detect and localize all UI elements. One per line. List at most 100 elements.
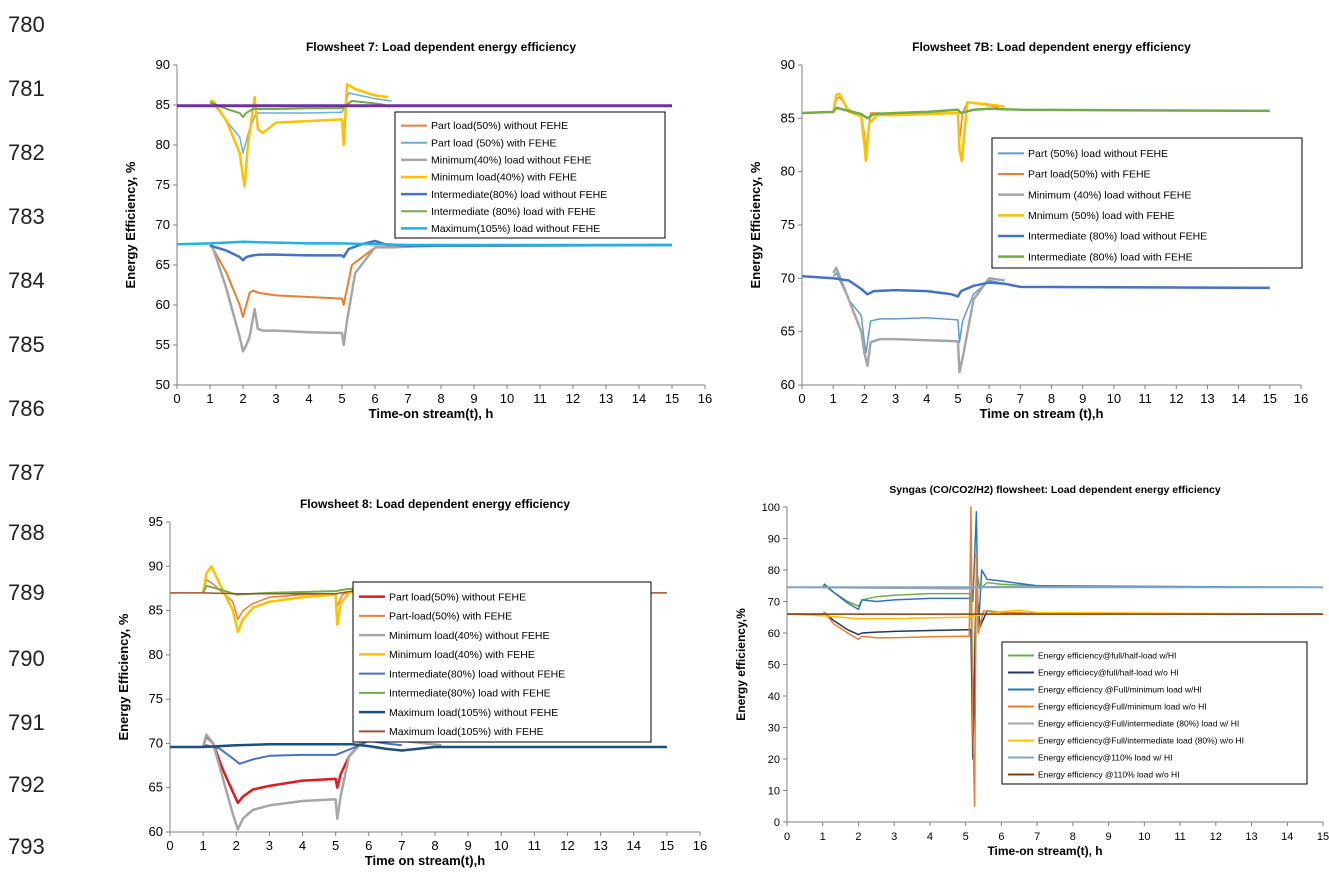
x-axis-label: Time-on stream(t), h [987, 844, 1102, 858]
y-tick-label: 90 [149, 558, 163, 573]
legend-entry: Energy efficiency@Full/minimum load w/o … [1038, 701, 1207, 711]
x-tick-label: 14 [627, 838, 641, 853]
x-tick-label: 7 [404, 391, 411, 406]
x-axis-label: Time on stream(t),h [365, 853, 485, 868]
x-tick-label: 7 [1017, 391, 1024, 406]
x-tick-label: 8 [431, 838, 438, 853]
x-tick-label: 1 [830, 391, 837, 406]
line-number: 783 [8, 204, 45, 229]
x-tick-label: 14 [632, 391, 646, 406]
legend-entry: Energy efficiency @110% load w/o HI [1038, 769, 1180, 779]
legend-entry: Minimum(40%) load without FEHE [431, 155, 591, 167]
legend-entry: Energy efficiecy@full/half-load w/o HI [1038, 667, 1179, 677]
legend-entry: Energy efficiency@Full/intermediate load… [1038, 735, 1244, 745]
legend-entry: Mnimum (50%) load with FEHE [1028, 210, 1174, 222]
series-line-part-50-load-without-fehe [832, 272, 1005, 354]
line-number: 781 [8, 76, 45, 101]
x-tick-label: 15 [660, 838, 674, 853]
x-tick-label: 0 [166, 838, 173, 853]
x-tick-label: 1 [206, 391, 213, 406]
legend-entry: Intermediate (80%) load with FEHE [431, 206, 596, 218]
x-tick-label: 13 [1245, 831, 1257, 843]
series-line-minimum-load-40-with-fehe [210, 82, 389, 188]
legend-entry: Part load(50%) without FEHE [389, 591, 526, 603]
line-number: 790 [8, 646, 45, 671]
x-tick-label: 12 [560, 838, 574, 853]
x-tick-label: 13 [599, 391, 613, 406]
x-tick-label: 6 [365, 838, 372, 853]
legend-entry: Energy efficiency @Full/minimum load w/H… [1038, 684, 1202, 694]
y-tick-label: 95 [149, 514, 163, 529]
legend-box [352, 581, 652, 743]
y-tick-label: 65 [781, 324, 795, 339]
x-tick-label: 5 [332, 838, 339, 853]
legend-box [991, 137, 1303, 269]
series-line-minimum-40-load-without-fehe [832, 266, 1005, 374]
legend-entry: Minimum load(40%) without FEHE [389, 630, 549, 642]
y-tick-label: 75 [156, 177, 170, 192]
legend-entry: Maximum load(105%) with FEHE [389, 726, 544, 738]
legend-box [1001, 641, 1308, 785]
x-tick-label: 4 [927, 831, 933, 843]
y-tick-label: 80 [149, 647, 163, 662]
x-tick-label: 0 [784, 831, 790, 843]
x-tick-label: 4 [299, 838, 306, 853]
x-tick-label: 6 [371, 391, 378, 406]
line-number: 788 [8, 520, 45, 545]
chart-title: Flowsheet 7B: Load dependent energy effi… [912, 40, 1191, 54]
y-tick-label: 60 [781, 377, 795, 392]
x-tick-label: 3 [272, 391, 279, 406]
legend-entry: Intermediate (80%) load with FEHE [1028, 251, 1193, 263]
x-tick-label: 12 [1169, 391, 1183, 406]
chart-title: Syngas (CO/CO2/H2) flowsheet: Load depen… [889, 484, 1221, 496]
line-number: 785 [8, 332, 45, 357]
x-tick-label: 5 [338, 391, 345, 406]
legend-entry: Energy efficiency@full/half-load w/HI [1038, 650, 1176, 660]
x-tick-label: 9 [465, 838, 472, 853]
y-tick-label: 85 [156, 97, 170, 112]
line-number: 786 [8, 396, 45, 421]
y-tick-label: 75 [149, 691, 163, 706]
x-axis-label: Time on stream (t),h [979, 406, 1103, 421]
series-line-intermediate-80-load-with-fehe [802, 106, 1270, 120]
x-tick-label: 1 [200, 838, 207, 853]
y-tick-label: 65 [149, 780, 163, 795]
x-tick-label: 2 [233, 838, 240, 853]
legend-entry: Energy efficiency@110% load w/ HI [1038, 752, 1172, 762]
series-line-intermediate-80-load-with-fehe [209, 100, 386, 118]
x-tick-label: 10 [494, 838, 508, 853]
x-tick-label: 5 [963, 831, 969, 843]
x-tick-label: 13 [593, 838, 607, 853]
legend-entry: Minimum load(40%) with FEHE [389, 649, 535, 661]
x-tick-label: 15 [1317, 831, 1329, 843]
legend-entry: Part load(50%) with FEHE [1028, 169, 1151, 181]
flowsheet-7-chart: Flowsheet 7: Load dependent energy effic… [123, 40, 712, 421]
x-tick-label: 11 [528, 838, 542, 853]
legend-box [394, 111, 666, 239]
legend-entry: Intermediate(80%) load without FEHE [431, 189, 607, 201]
y-tick-label: 50 [768, 660, 780, 672]
x-tick-label: 15 [1263, 391, 1277, 406]
chart-title: Flowsheet 8: Load dependent energy effic… [300, 497, 570, 511]
y-tick-label: 10 [768, 786, 780, 798]
y-tick-label: 70 [156, 217, 170, 232]
series-line-maximum-load-105-without-fehe [170, 743, 667, 752]
legend-entry: Minimum load(40%) with FEHE [431, 172, 577, 184]
legend-entry: Minimum (40%) load without FEHE [1028, 189, 1191, 201]
series-group [802, 92, 1270, 374]
x-tick-label: 7 [1034, 831, 1040, 843]
x-tick-label: 2 [239, 391, 246, 406]
x-tick-label: 3 [892, 391, 899, 406]
legend-entry: Intermediate(80%) load with FEHE [389, 688, 551, 700]
flowsheet-8-chart: Flowsheet 8: Load dependent energy effic… [116, 497, 707, 868]
x-tick-label: 7 [398, 838, 405, 853]
legend-entry: Part (50%) load without FEHE [1028, 148, 1168, 160]
series-line-minimum-load-40-without-fehe [201, 733, 442, 831]
series-line-part-load-50-with-fehe [832, 96, 999, 152]
y-axis-label: Energy Efficiency, % [123, 161, 138, 288]
legend-entry: Intermediate (80%) load without FEHE [1028, 231, 1207, 243]
legend-entry: Part-load(50%) with FEHE [389, 611, 512, 623]
x-tick-label: 10 [1107, 391, 1121, 406]
x-tick-label: 13 [1200, 391, 1214, 406]
series-line-maximum-105-load-without-fehe [177, 240, 672, 247]
